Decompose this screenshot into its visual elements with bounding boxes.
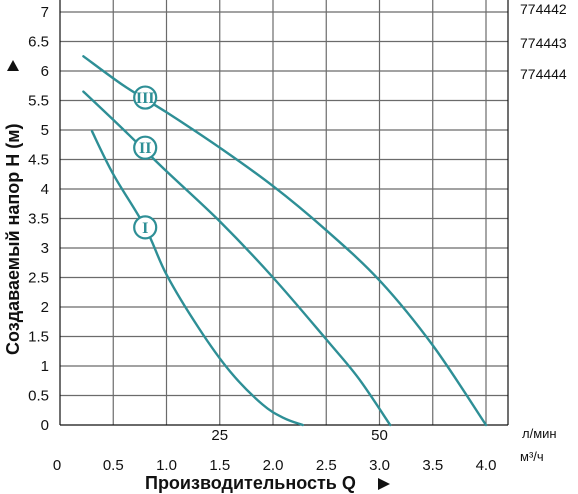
y-tick-label: 6.5 — [28, 34, 49, 51]
x-tick-label: 4.0 — [476, 457, 497, 474]
legend-model-3: 774444 — [520, 66, 567, 82]
y-tick-label: 1 — [41, 358, 49, 375]
y-tick-label: 0.5 — [28, 388, 49, 405]
y-tick-label: 4.5 — [28, 152, 49, 169]
y-tick-label: 3.5 — [28, 211, 49, 228]
curves-layer — [82, 55, 488, 427]
y-tick-label: 3 — [41, 240, 49, 257]
series-badge-III — [133, 85, 158, 110]
x-tick-lmin-label: 25 — [211, 427, 228, 444]
series-line-III — [82, 55, 488, 427]
x-tick-lmin-label: 50 — [371, 427, 388, 444]
unit-m3h-label: м³/ч — [520, 449, 544, 464]
series-badge-label: I — [142, 220, 148, 237]
series-badge-I — [133, 215, 158, 240]
series-line-II — [82, 90, 392, 427]
y-tick-label: 1.5 — [28, 329, 49, 346]
y-tick-label: 2.5 — [28, 270, 49, 287]
series-badge-label: III — [136, 90, 155, 107]
y-tick-label: 2 — [41, 299, 49, 316]
x-tick-label: 0 — [53, 457, 61, 474]
x-tick-label: 1.5 — [209, 457, 230, 474]
x-tick-label: 3.0 — [369, 457, 390, 474]
x-axis-arrow-icon — [378, 478, 390, 490]
y-tick-label: 6 — [41, 63, 49, 80]
legend-model-1: 774442 — [520, 1, 567, 17]
y-tick-label: 5.5 — [28, 93, 49, 110]
series-badge-II — [133, 135, 158, 160]
y-axis-arrow-icon — [7, 60, 19, 71]
y-axis-title: Создаваемый напор Н (м) — [3, 123, 23, 355]
y-tick-label: 4 — [41, 181, 49, 198]
y-tick-label: 5 — [41, 122, 49, 139]
series-line-I — [90, 130, 304, 427]
series-badge-label: II — [139, 140, 151, 157]
x-tick-label: 2.5 — [316, 457, 337, 474]
x-axis-title: Производительность Q — [145, 473, 356, 493]
legend-model-2: 774443 — [520, 35, 567, 51]
x-tick-label: 2.0 — [263, 457, 284, 474]
axis-layer: 0 0.5 1 1.5 2 2.5 3 3.5 4 4.5 5 5.5 6 6.5 7 0 0.5 1.0 1.5 2… — [28, 0, 509, 474]
x-tick-label: 0.5 — [103, 457, 124, 474]
x-tick-label: 1.0 — [156, 457, 177, 474]
y-tick-label: 0 — [41, 417, 49, 434]
grid-layer — [60, 0, 508, 425]
y-tick-label: 7 — [41, 4, 49, 21]
unit-lmin-label: л/мин — [522, 426, 557, 441]
x-tick-label: 3.5 — [422, 457, 443, 474]
